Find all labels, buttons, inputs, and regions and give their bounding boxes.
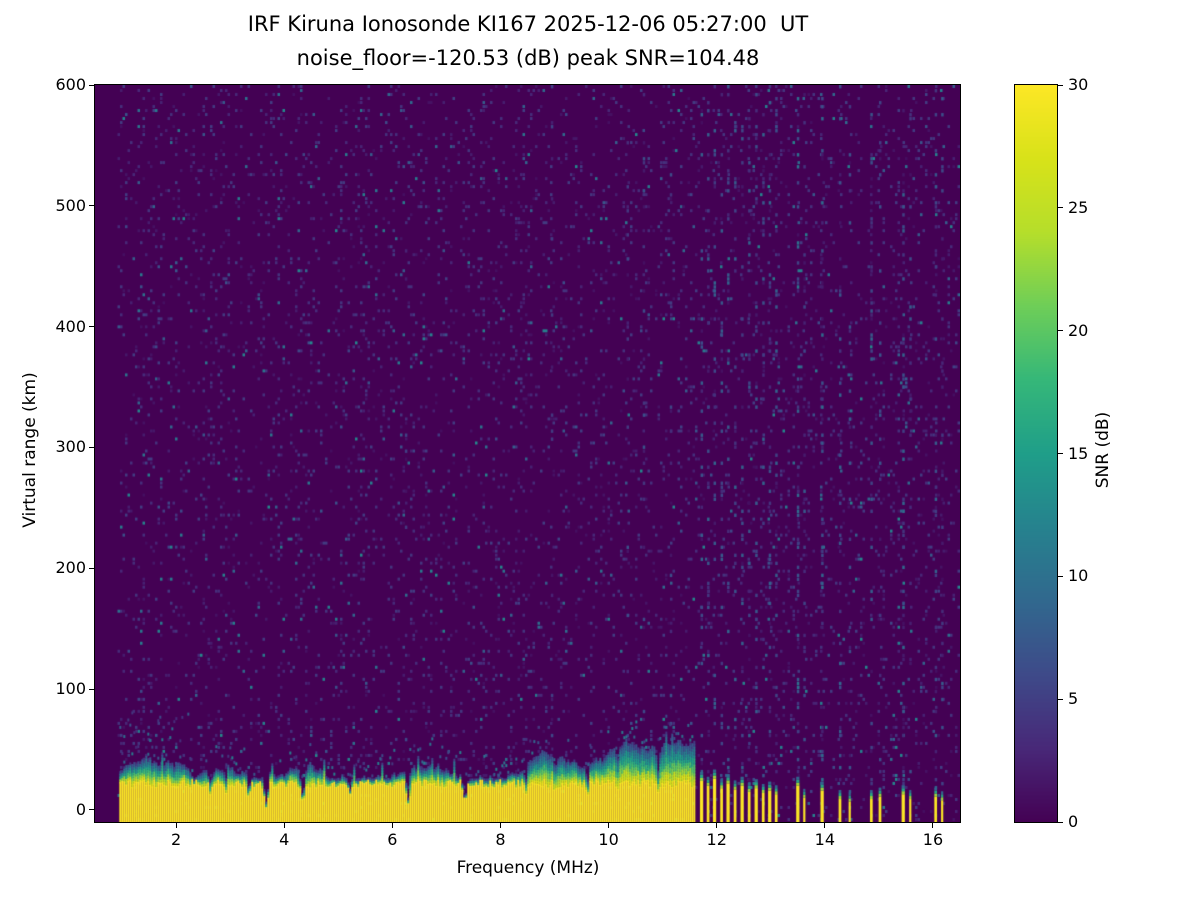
x-tick-mark [499,823,501,828]
y-tick-mark [89,688,94,690]
x-tick-label: 10 [598,830,619,849]
x-tick-mark [608,823,610,828]
x-tick-label: 2 [171,830,182,849]
x-tick-label: 14 [814,830,836,849]
y-tick-label: 200 [55,558,86,578]
y-tick-label: 0 [75,799,86,819]
colorbar-tick-mark [1058,207,1063,209]
y-tick-mark [89,326,94,328]
x-tick-mark [283,823,285,828]
x-tick-mark [175,823,177,828]
chart-subtitle: noise_floor=-120.53 (dB) peak SNR=104.48 [296,46,760,70]
colorbar-tick-label: 25 [1068,197,1089,217]
colorbar-tick-label: 10 [1068,566,1089,586]
colorbar-tick-label: 20 [1068,320,1089,340]
colorbar-tick-mark [1058,84,1063,86]
colorbar-tick-mark [1058,453,1063,454]
x-tick-label: 8 [495,830,506,849]
heatmap-canvas [95,85,960,822]
y-tick-label: 100 [55,679,86,699]
x-tick-mark [932,823,934,828]
colorbar-tick-label: 15 [1068,443,1089,463]
colorbar-tick-mark [1058,698,1063,700]
x-tick-mark [824,823,826,828]
x-axis-label: Frequency (MHz) [456,858,600,878]
colorbar-tick-mark [1058,821,1063,823]
x-tick-label: 4 [279,830,290,849]
y-tick-label: 500 [55,195,86,215]
plot-area [94,84,961,823]
colorbar-label: SNR (dB) [1093,411,1113,489]
y-tick-mark [89,446,94,448]
y-tick-label: 300 [55,437,86,457]
y-tick-mark [89,809,94,811]
x-tick-label: 6 [387,830,398,849]
colorbar [1014,84,1058,823]
y-tick-mark [89,84,94,86]
y-tick-label: 600 [55,75,86,94]
colorbar-canvas [1015,85,1057,822]
colorbar-tick-label: 0 [1068,812,1079,831]
x-tick-mark [391,823,393,828]
x-tick-label: 16 [922,830,944,849]
x-tick-label: 12 [706,830,727,849]
y-tick-mark [89,567,94,569]
chart-title: IRF Kiruna Ionosonde KI167 2025-12-06 05… [247,12,809,36]
y-tick-label: 400 [55,316,86,336]
colorbar-tick-label: 30 [1068,75,1089,94]
x-tick-mark [716,823,718,828]
y-tick-mark [89,205,94,207]
colorbar-tick-mark [1058,330,1063,332]
colorbar-tick-mark [1058,575,1063,577]
colorbar-tick-label: 5 [1068,689,1079,709]
